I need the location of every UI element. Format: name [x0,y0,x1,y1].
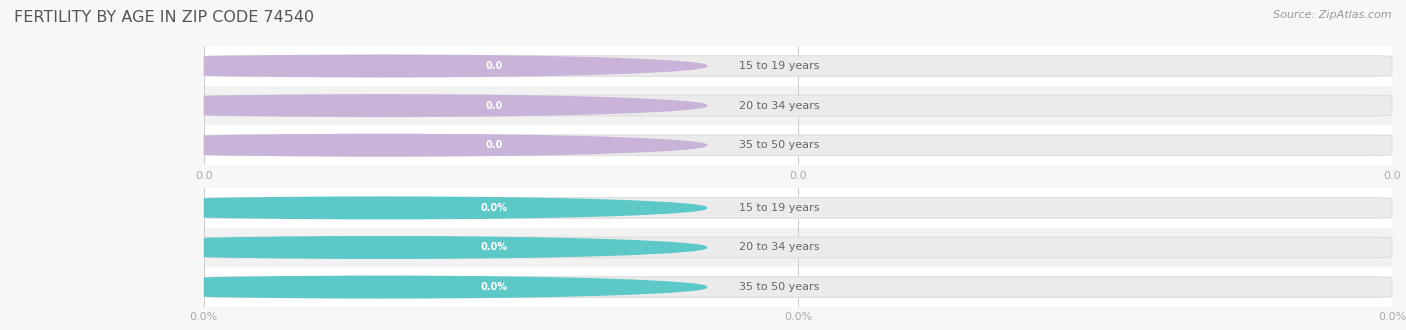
Text: 20 to 34 years: 20 to 34 years [740,101,820,111]
Bar [204,228,1392,267]
Circle shape [58,134,707,156]
Text: 0.0%: 0.0% [481,243,508,252]
Text: 0.0%: 0.0% [481,203,508,213]
FancyBboxPatch shape [204,237,1392,258]
Text: FERTILITY BY AGE IN ZIP CODE 74540: FERTILITY BY AGE IN ZIP CODE 74540 [14,10,314,25]
FancyBboxPatch shape [460,240,529,255]
FancyBboxPatch shape [460,58,529,74]
FancyBboxPatch shape [204,56,1392,76]
Text: 15 to 19 years: 15 to 19 years [740,203,820,213]
Circle shape [58,55,707,77]
Text: 0.0%: 0.0% [481,282,508,292]
Text: 35 to 50 years: 35 to 50 years [740,140,820,150]
FancyBboxPatch shape [204,277,1392,297]
Circle shape [58,95,707,116]
FancyBboxPatch shape [204,95,1392,116]
FancyBboxPatch shape [460,279,529,295]
Bar [204,86,1392,125]
Bar [204,46,1392,86]
Text: 35 to 50 years: 35 to 50 years [740,282,820,292]
Text: 0.0: 0.0 [485,101,502,111]
FancyBboxPatch shape [460,98,529,114]
Circle shape [58,276,707,298]
Circle shape [58,237,707,258]
Bar [204,125,1392,165]
Bar [204,188,1392,228]
Text: 20 to 34 years: 20 to 34 years [740,243,820,252]
Text: 0.0: 0.0 [485,140,502,150]
FancyBboxPatch shape [460,200,529,216]
FancyBboxPatch shape [204,198,1392,218]
Circle shape [58,197,707,219]
Text: 15 to 19 years: 15 to 19 years [740,61,820,71]
FancyBboxPatch shape [204,135,1392,155]
Bar [204,267,1392,307]
FancyBboxPatch shape [460,137,529,153]
Text: Source: ZipAtlas.com: Source: ZipAtlas.com [1274,10,1392,20]
Text: 0.0: 0.0 [485,61,502,71]
